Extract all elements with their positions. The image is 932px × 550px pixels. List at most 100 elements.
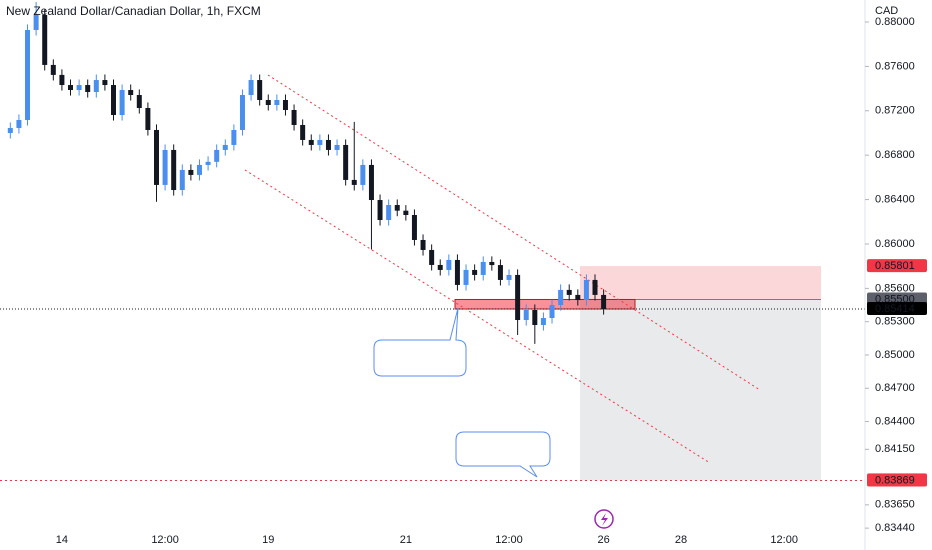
- price-tag-label: 0.85801: [875, 260, 915, 272]
- candle-body: [394, 205, 400, 211]
- price-tag: 0.85801: [867, 259, 927, 273]
- x-tick-label: 21: [400, 534, 412, 546]
- candle-body: [351, 179, 357, 185]
- candle-body: [33, 14, 39, 30]
- candle-body: [205, 161, 211, 165]
- candle-body: [274, 100, 280, 106]
- zones: [0, 266, 865, 482]
- candle-body: [308, 139, 314, 145]
- price-tag-box: [867, 302, 927, 316]
- candle-body: [93, 80, 99, 93]
- candle-body: [472, 269, 478, 275]
- candle-body: [558, 289, 564, 306]
- candle-body: [334, 144, 340, 150]
- candle-body: [506, 274, 512, 280]
- candle-body: [171, 149, 177, 191]
- candle-body: [257, 80, 263, 101]
- candle-body: [110, 85, 116, 115]
- candle-body: [76, 85, 82, 91]
- y-tick-label: 0.85000: [875, 349, 915, 361]
- candle-body: [317, 139, 323, 145]
- x-tick-label: 28: [675, 534, 687, 546]
- callout-bubble: [373, 307, 467, 377]
- price-tag-label: 0.83869: [875, 474, 915, 486]
- candle-body: [403, 210, 409, 216]
- candle-body: [463, 269, 469, 285]
- price-tag: 0.83869: [867, 473, 927, 487]
- x-tick-label: 12:00: [495, 534, 523, 546]
- x-tick-label: 14: [56, 534, 68, 546]
- candle-body: [566, 289, 572, 295]
- candle-body: [360, 164, 366, 185]
- candle-body: [325, 139, 331, 150]
- candle-body: [16, 119, 22, 128]
- candle-body: [386, 205, 392, 220]
- candle-body: [540, 318, 546, 326]
- candle-body: [25, 29, 31, 120]
- candle-body: [601, 294, 607, 310]
- candle-body: [368, 164, 374, 201]
- y-axis-label: CAD: [875, 5, 898, 17]
- candle-body: [343, 144, 349, 180]
- candle-body: [128, 90, 134, 96]
- candle-body: [179, 169, 185, 191]
- x-tick-label: 19: [262, 534, 274, 546]
- candle-body: [85, 85, 91, 93]
- candle-body: [231, 129, 237, 145]
- candle-body: [59, 74, 65, 86]
- candle-body: [429, 249, 435, 265]
- chart-title: New Zealand Dollar/Canadian Dollar, 1h, …: [6, 4, 261, 18]
- x-tick-label: 26: [597, 534, 609, 546]
- candle-body: [515, 274, 521, 321]
- candle-body: [42, 14, 48, 65]
- channel-lower: [244, 169, 711, 464]
- channel-upper: [267, 74, 761, 391]
- candle-body: [265, 100, 271, 106]
- candle-body: [239, 95, 245, 130]
- candle-body: [291, 110, 297, 125]
- price-tag: 0.85414: [867, 302, 927, 316]
- x-tick-label: 12:00: [770, 534, 798, 546]
- target-zone: [580, 299, 821, 481]
- y-tick-label: 0.83440: [875, 522, 915, 534]
- y-tick-label: 0.87600: [875, 60, 915, 72]
- y-tick-label: 0.86000: [875, 238, 915, 250]
- y-tick-label: 0.88000: [875, 16, 915, 28]
- candle-body: [222, 144, 228, 150]
- candle-body: [282, 100, 288, 110]
- candle-body: [549, 305, 555, 319]
- y-tick-label: 0.84400: [875, 415, 915, 427]
- y-tick-label: 0.84700: [875, 382, 915, 394]
- candle-body: [162, 149, 168, 185]
- candle-body: [102, 80, 108, 86]
- candle-body: [7, 127, 13, 133]
- y-tick-label: 0.86400: [875, 193, 915, 205]
- price-tag-box: [867, 259, 927, 273]
- candle-body: [68, 85, 74, 91]
- candle-body: [188, 169, 194, 175]
- candle-body: [50, 64, 56, 75]
- candle-body: [248, 80, 254, 96]
- candle-body: [119, 90, 125, 115]
- x-tick-label: 12:00: [151, 534, 179, 546]
- y-tick-label: 0.84150: [875, 443, 915, 455]
- candle-body: [575, 294, 581, 301]
- candle-body: [145, 108, 151, 130]
- y-tick-label: 0.87200: [875, 105, 915, 117]
- candle-body: [532, 310, 538, 326]
- candle-body: [153, 129, 159, 185]
- candle-body: [437, 264, 443, 270]
- event-icon-bolt: [601, 513, 608, 526]
- candle-body: [411, 215, 417, 240]
- candle-body: [489, 261, 495, 266]
- candle-body: [420, 239, 426, 250]
- candle-body: [583, 279, 589, 301]
- callout-bubble: [455, 431, 551, 478]
- price-tag-label: 0.85414: [875, 303, 915, 315]
- stop-zone: [580, 266, 821, 300]
- price-tag-box: [867, 473, 927, 487]
- y-tick-label: 0.85600: [875, 282, 915, 294]
- candle-body: [497, 265, 503, 280]
